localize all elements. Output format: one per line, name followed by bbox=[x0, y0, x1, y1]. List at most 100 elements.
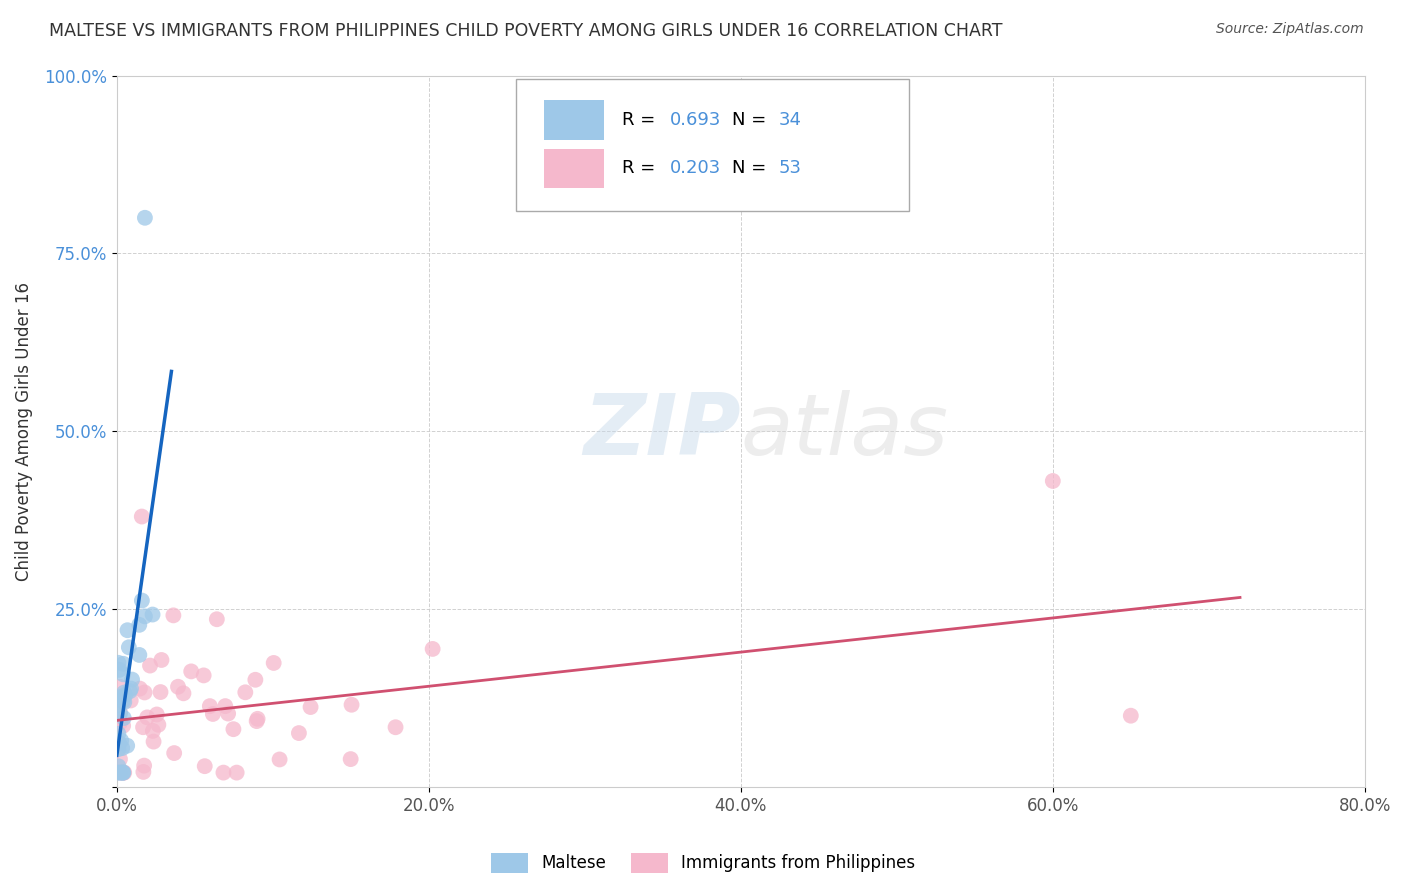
Text: ZIP: ZIP bbox=[583, 390, 741, 473]
Point bbox=[167, 680, 190, 694]
Point bbox=[111, 694, 134, 708]
Text: MALTESE VS IMMIGRANTS FROM PHILIPPINES CHILD POVERTY AMONG GIRLS UNDER 16 CORREL: MALTESE VS IMMIGRANTS FROM PHILIPPINES C… bbox=[49, 22, 1002, 40]
FancyBboxPatch shape bbox=[516, 79, 910, 211]
Point bbox=[205, 612, 228, 626]
Point bbox=[120, 693, 142, 707]
Point bbox=[128, 617, 150, 632]
Point bbox=[1042, 474, 1064, 488]
Point bbox=[212, 765, 235, 780]
Point bbox=[194, 759, 217, 773]
Point bbox=[110, 733, 132, 747]
Point bbox=[225, 765, 247, 780]
Point bbox=[107, 759, 129, 773]
Point bbox=[201, 706, 224, 721]
Point bbox=[162, 608, 184, 623]
Point bbox=[384, 720, 406, 734]
Point bbox=[128, 681, 150, 696]
Point bbox=[246, 712, 269, 726]
Point bbox=[150, 653, 173, 667]
Point bbox=[233, 685, 256, 699]
Legend: Maltese, Immigrants from Philippines: Maltese, Immigrants from Philippines bbox=[484, 847, 922, 880]
Text: Source: ZipAtlas.com: Source: ZipAtlas.com bbox=[1216, 22, 1364, 37]
Point bbox=[111, 741, 134, 756]
Point bbox=[112, 711, 135, 725]
Text: R =: R = bbox=[623, 159, 661, 177]
Point bbox=[108, 752, 131, 766]
Point bbox=[148, 718, 170, 732]
Text: 34: 34 bbox=[779, 111, 801, 128]
Point bbox=[193, 668, 215, 682]
Point bbox=[263, 656, 285, 670]
Point bbox=[108, 706, 131, 721]
Text: N =: N = bbox=[733, 159, 772, 177]
Point bbox=[108, 765, 131, 780]
Point bbox=[108, 736, 131, 750]
Point bbox=[136, 710, 159, 724]
Point bbox=[134, 609, 156, 624]
Point bbox=[142, 723, 165, 738]
Point bbox=[139, 658, 162, 673]
Point bbox=[121, 673, 143, 687]
Point bbox=[112, 685, 135, 699]
Point bbox=[108, 705, 131, 719]
Text: N =: N = bbox=[733, 111, 772, 128]
Point bbox=[117, 624, 139, 638]
Point bbox=[132, 764, 155, 779]
Point bbox=[172, 686, 194, 700]
Point bbox=[112, 765, 135, 780]
Point bbox=[114, 688, 136, 702]
Point bbox=[134, 211, 156, 225]
Point bbox=[132, 720, 155, 734]
Point bbox=[107, 727, 129, 741]
Point bbox=[112, 695, 135, 709]
Point bbox=[222, 722, 245, 736]
Text: 0.693: 0.693 bbox=[669, 111, 721, 128]
Point bbox=[112, 667, 135, 681]
Point bbox=[339, 752, 361, 766]
Point bbox=[112, 765, 135, 780]
Point bbox=[131, 593, 153, 607]
Point bbox=[120, 681, 142, 696]
Point bbox=[112, 719, 135, 733]
Point bbox=[131, 509, 153, 524]
Point bbox=[299, 700, 322, 714]
Y-axis label: Child Poverty Among Girls Under 16: Child Poverty Among Girls Under 16 bbox=[15, 282, 32, 581]
Text: 53: 53 bbox=[779, 159, 801, 177]
Point bbox=[108, 765, 131, 780]
Point bbox=[107, 656, 129, 670]
Point bbox=[149, 685, 172, 699]
Point bbox=[108, 765, 131, 780]
Point bbox=[118, 640, 141, 655]
Point bbox=[108, 680, 131, 694]
Point bbox=[107, 742, 129, 756]
Point bbox=[111, 765, 134, 780]
Point bbox=[1119, 708, 1142, 723]
Text: atlas: atlas bbox=[741, 390, 949, 473]
Point bbox=[134, 685, 156, 699]
Point bbox=[107, 698, 129, 713]
Point bbox=[288, 726, 311, 740]
Point bbox=[214, 699, 236, 714]
Point bbox=[198, 699, 221, 714]
Text: 0.203: 0.203 bbox=[669, 159, 721, 177]
Point bbox=[108, 663, 131, 677]
Point bbox=[108, 715, 131, 730]
Point bbox=[142, 734, 165, 748]
FancyBboxPatch shape bbox=[544, 149, 603, 188]
Point bbox=[180, 665, 202, 679]
FancyBboxPatch shape bbox=[544, 101, 603, 139]
Point bbox=[422, 642, 444, 657]
Point bbox=[110, 690, 132, 704]
Text: R =: R = bbox=[623, 111, 661, 128]
Point bbox=[111, 765, 134, 780]
Point bbox=[245, 673, 267, 687]
Point bbox=[128, 648, 150, 662]
Point bbox=[146, 707, 169, 722]
Point bbox=[217, 706, 239, 721]
Point bbox=[340, 698, 363, 712]
Point bbox=[142, 607, 165, 622]
Point bbox=[246, 714, 269, 728]
Point bbox=[269, 752, 291, 766]
Point bbox=[115, 739, 138, 753]
Point bbox=[112, 657, 135, 671]
